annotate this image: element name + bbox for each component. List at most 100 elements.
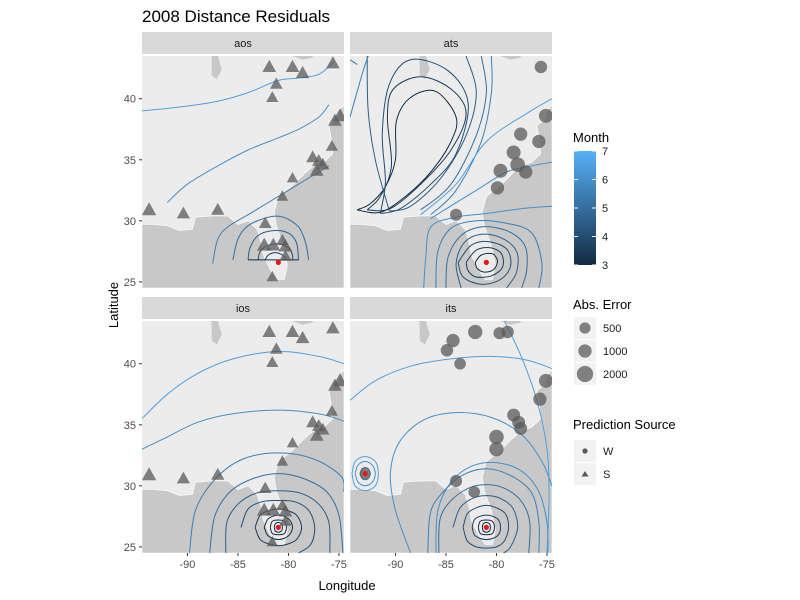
data-point-s bbox=[326, 56, 340, 69]
target-location bbox=[483, 524, 489, 530]
data-point-s bbox=[286, 172, 299, 183]
data-point-w bbox=[506, 145, 521, 160]
contour-line bbox=[471, 514, 502, 541]
data-point-s bbox=[295, 330, 310, 344]
data-point-w bbox=[450, 474, 463, 488]
data-point-s bbox=[325, 405, 338, 416]
land-area bbox=[350, 104, 552, 288]
contour-line bbox=[457, 240, 512, 285]
data-point-s bbox=[258, 481, 272, 493]
y-tick-label: 25 bbox=[124, 277, 136, 289]
contour-line bbox=[427, 468, 540, 553]
target-location bbox=[275, 259, 281, 265]
legend-month-label: 3 bbox=[602, 260, 608, 272]
panel-body bbox=[142, 321, 344, 553]
data-point-w bbox=[468, 324, 483, 340]
facet-strip bbox=[350, 297, 552, 319]
lake-area bbox=[500, 56, 523, 60]
data-point-s bbox=[266, 237, 281, 251]
data-point-s bbox=[266, 270, 279, 282]
contour-line bbox=[354, 460, 376, 487]
facet-strip bbox=[142, 297, 344, 319]
target-location bbox=[275, 524, 281, 530]
contour-line bbox=[420, 98, 552, 216]
target-location bbox=[483, 259, 489, 265]
data-point-s bbox=[266, 502, 281, 516]
x-tick-label: -80 bbox=[488, 559, 504, 571]
data-point-w bbox=[534, 60, 548, 74]
contour-line bbox=[389, 412, 552, 553]
lake-area bbox=[419, 321, 430, 345]
data-point-s bbox=[328, 113, 342, 126]
legend-month-title: Month bbox=[573, 130, 609, 145]
data-point-w bbox=[468, 486, 481, 498]
data-point-w bbox=[489, 429, 504, 445]
lake-area bbox=[211, 56, 222, 80]
data-point-w bbox=[454, 357, 466, 370]
data-point-w bbox=[533, 392, 547, 406]
legend-source-title: Prediction Source bbox=[573, 417, 676, 432]
contour-line bbox=[247, 230, 300, 260]
lake-area bbox=[292, 321, 315, 325]
land-area bbox=[350, 369, 552, 553]
data-point-s bbox=[211, 202, 225, 215]
data-point-s bbox=[266, 356, 279, 367]
legend-abs-error: Abs. Error 500 1000 2000 bbox=[573, 297, 632, 385]
contour-line bbox=[435, 461, 549, 553]
data-point-s bbox=[270, 77, 283, 89]
data-point-s bbox=[278, 239, 293, 252]
data-point-s bbox=[142, 202, 157, 216]
facet-grid: aos ats ios its bbox=[142, 32, 552, 553]
data-point-w bbox=[490, 181, 505, 195]
contour-line bbox=[225, 490, 331, 553]
contour-line bbox=[142, 61, 335, 112]
data-point-s bbox=[211, 467, 225, 480]
y-tick-label: 40 bbox=[124, 359, 136, 371]
x-tick-label: -75 bbox=[539, 559, 555, 571]
data-point-w bbox=[532, 134, 546, 149]
lake-area bbox=[292, 56, 315, 60]
facet-strip bbox=[142, 32, 344, 54]
legend-error-title: Abs. Error bbox=[573, 297, 632, 312]
contour-line bbox=[350, 56, 369, 118]
data-point-s bbox=[270, 342, 283, 354]
data-point-s bbox=[279, 249, 292, 261]
data-point-w bbox=[440, 344, 454, 357]
contour-line bbox=[481, 521, 491, 533]
contour-line bbox=[455, 233, 519, 288]
x-axis: -90 -85 -80 -75 -90 -85 -80 -75 bbox=[179, 553, 555, 571]
panel-body bbox=[350, 321, 552, 553]
x-tick-label: -85 bbox=[438, 559, 454, 571]
contour-line bbox=[350, 59, 358, 65]
data-point-s bbox=[279, 514, 292, 526]
contour-line bbox=[263, 514, 294, 541]
contour-line bbox=[477, 519, 495, 536]
data-point-w bbox=[446, 333, 460, 348]
contour-line bbox=[452, 495, 519, 553]
data-point-s bbox=[257, 502, 272, 516]
data-point-w bbox=[538, 373, 552, 388]
data-point-s bbox=[285, 324, 300, 337]
legend-error-key bbox=[576, 365, 594, 383]
data-point-s bbox=[326, 321, 340, 334]
contour-line bbox=[430, 56, 493, 216]
contour-line bbox=[273, 521, 283, 533]
panel-body bbox=[142, 56, 344, 288]
facet-panel-its: its bbox=[350, 297, 552, 553]
contour-line bbox=[366, 76, 467, 212]
contour-line bbox=[232, 215, 310, 261]
facet-strip-label: ats bbox=[444, 38, 459, 50]
y-tick-label: 35 bbox=[124, 420, 136, 432]
data-point-s bbox=[258, 216, 272, 228]
contour-line bbox=[142, 350, 344, 420]
y-axis: 25 30 35 40 25 30 35 40 bbox=[124, 94, 142, 554]
y-tick-label: 40 bbox=[124, 94, 136, 106]
legend-error-key bbox=[579, 322, 591, 334]
data-point-w bbox=[450, 208, 463, 221]
contour-line bbox=[351, 455, 379, 492]
contour-line bbox=[435, 220, 543, 288]
legend-source-key-triangle bbox=[581, 471, 589, 477]
contour-line bbox=[350, 355, 552, 401]
data-point-s bbox=[325, 140, 338, 151]
